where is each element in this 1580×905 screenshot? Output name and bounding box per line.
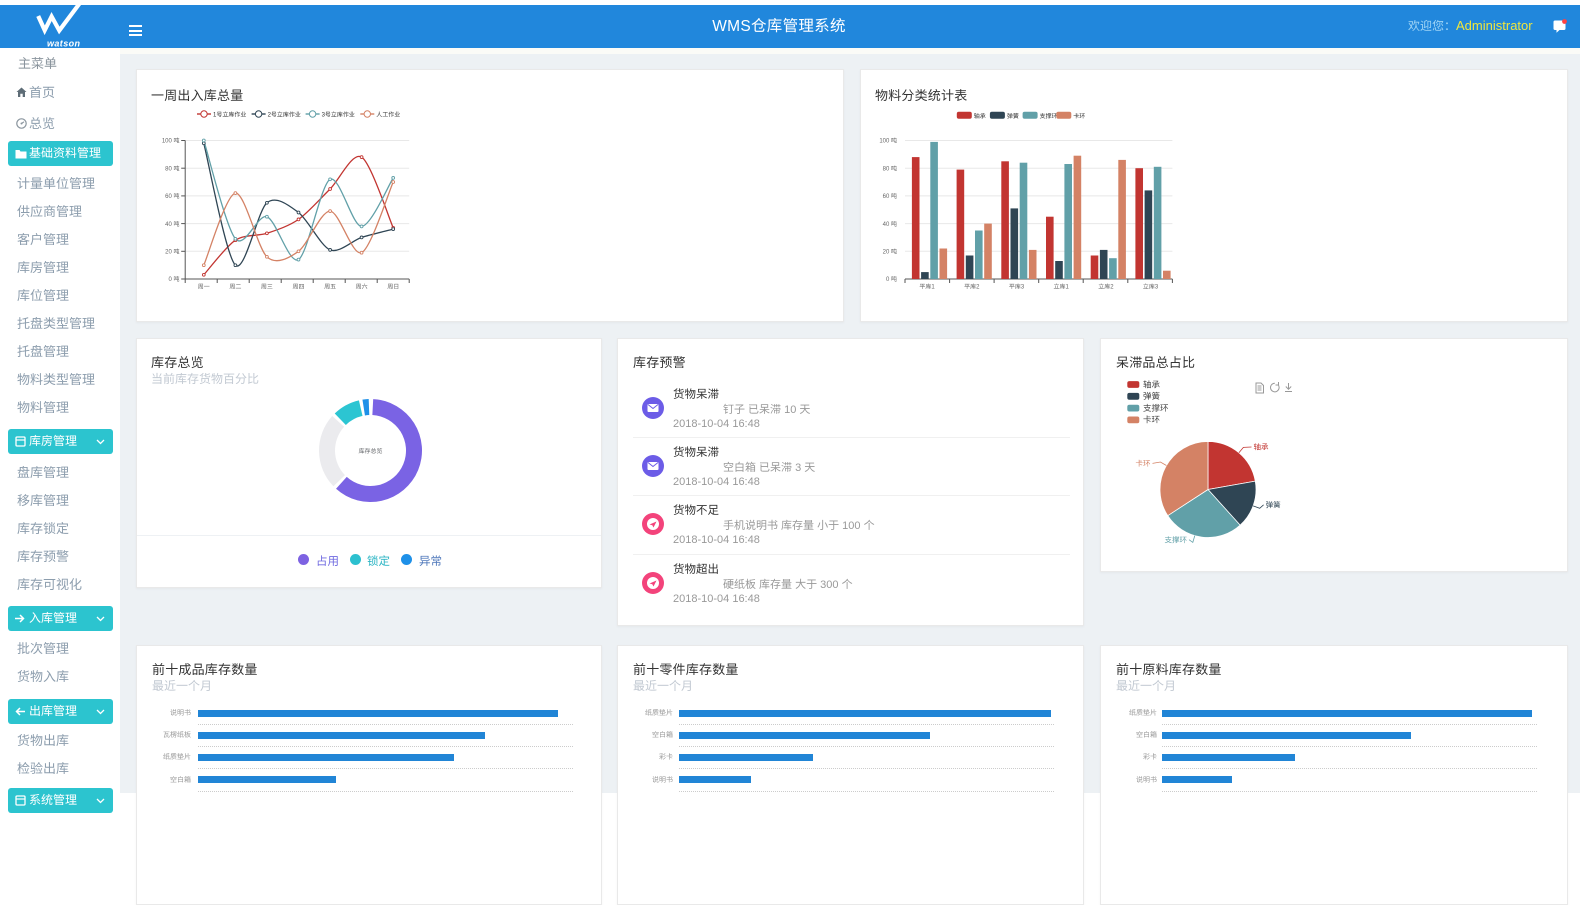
svg-text:周六: 周六 — [356, 284, 368, 291]
svg-text:立库3: 立库3 — [1143, 283, 1159, 291]
svg-text:40 吨: 40 吨 — [165, 220, 179, 228]
svg-text:周四: 周四 — [292, 284, 304, 291]
svg-text:1号立库作业: 1号立库作业 — [213, 110, 246, 118]
svg-text:周二: 周二 — [229, 284, 241, 291]
svg-text:平库1: 平库1 — [919, 283, 935, 291]
svg-text:watson: watson — [47, 39, 81, 49]
svg-text:周日: 周日 — [387, 284, 399, 291]
svg-text:60 吨: 60 吨 — [165, 192, 179, 200]
svg-text:20 吨: 20 吨 — [165, 248, 179, 256]
svg-text:100 吨: 100 吨 — [879, 137, 897, 145]
svg-text:轴承: 轴承 — [1254, 443, 1270, 452]
svg-text:20 吨: 20 吨 — [883, 248, 897, 256]
svg-text:支撑环: 支撑环 — [1165, 535, 1188, 544]
svg-text:卡环: 卡环 — [1143, 415, 1161, 425]
svg-text:平库3: 平库3 — [1009, 283, 1025, 291]
svg-text:60 吨: 60 吨 — [883, 192, 897, 200]
svg-text:100 吨: 100 吨 — [162, 137, 180, 145]
svg-text:立库2: 立库2 — [1098, 283, 1114, 291]
svg-text:库存总览: 库存总览 — [358, 447, 382, 455]
svg-text:2号立库作业: 2号立库作业 — [268, 110, 301, 118]
svg-text:周五: 周五 — [324, 284, 336, 291]
svg-text:支撑环: 支撑环 — [1040, 112, 1058, 120]
svg-text:轴承: 轴承 — [1143, 379, 1161, 389]
svg-text:周三: 周三 — [261, 284, 273, 291]
svg-text:3号立库作业: 3号立库作业 — [322, 110, 355, 118]
svg-text:卡环: 卡环 — [1136, 459, 1152, 468]
svg-text:平库2: 平库2 — [964, 283, 980, 291]
svg-text:80 吨: 80 吨 — [165, 164, 179, 172]
svg-text:80 吨: 80 吨 — [883, 164, 897, 172]
svg-text:弹簧: 弹簧 — [1007, 112, 1019, 120]
svg-text:人工作业: 人工作业 — [376, 110, 400, 118]
svg-text:卡环: 卡环 — [1073, 112, 1085, 120]
svg-text:0 吨: 0 吨 — [886, 275, 897, 283]
svg-text:支撑环: 支撑环 — [1143, 403, 1169, 413]
svg-text:0 吨: 0 吨 — [168, 275, 179, 283]
svg-text:弹簧: 弹簧 — [1143, 391, 1161, 401]
svg-text:周一: 周一 — [198, 284, 210, 291]
svg-text:40 吨: 40 吨 — [883, 220, 897, 228]
svg-text:弹簧: 弹簧 — [1266, 501, 1282, 510]
svg-text:立库1: 立库1 — [1054, 283, 1070, 291]
svg-text:轴承: 轴承 — [974, 112, 986, 120]
